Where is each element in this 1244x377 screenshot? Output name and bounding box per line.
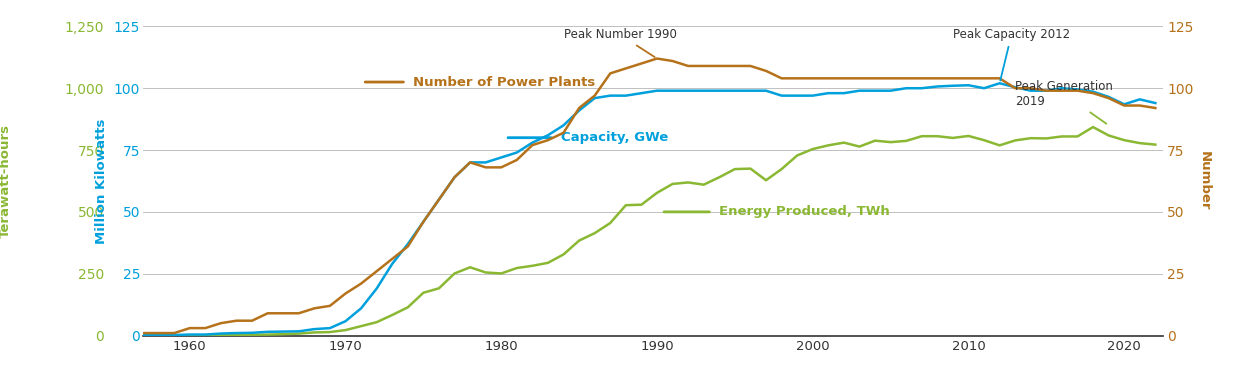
Text: Energy Produced, TWh: Energy Produced, TWh [719,205,891,218]
Y-axis label: Million Kilowatts: Million Kilowatts [96,118,108,244]
Text: Peak Number 1990: Peak Number 1990 [564,28,677,57]
Y-axis label: Terawatt-hours: Terawatt-hours [0,124,12,238]
Text: Number of Power Plants: Number of Power Plants [413,75,596,89]
Text: Peak Generation
2019: Peak Generation 2019 [1015,80,1113,124]
Y-axis label: Number: Number [1197,151,1210,211]
Text: Peak Capacity 2012: Peak Capacity 2012 [953,28,1070,81]
Text: Capacity, GWe: Capacity, GWe [561,131,668,144]
